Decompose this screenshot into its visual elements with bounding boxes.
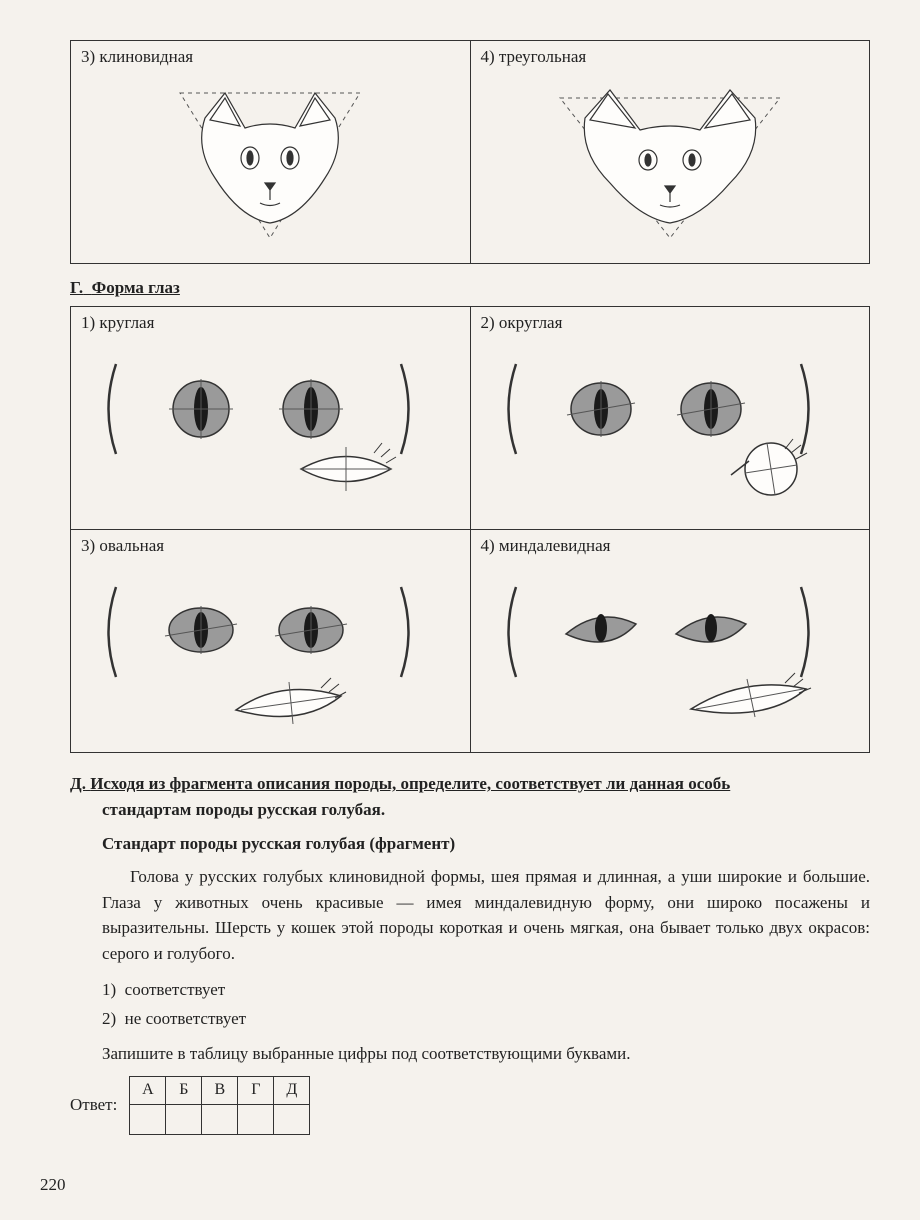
answer-header-a: А	[130, 1076, 166, 1104]
section-d-options: 1) соответствует 2) не соответствует	[102, 976, 870, 1034]
eye-almond-illustration	[481, 562, 860, 742]
eye-cell-2-label: 2) округлая	[481, 313, 860, 333]
eye-cell-2: 2) округлая	[471, 307, 870, 529]
section-d-title: Д. Исходя из фрагмента описания породы, …	[70, 771, 870, 822]
eye-round-illustration	[81, 339, 460, 519]
section-d-instruction: Запишите в таблицу выбранные цифры под с…	[102, 1044, 870, 1064]
answer-header-d: Д	[274, 1076, 310, 1104]
page-number: 220	[40, 1175, 66, 1195]
answer-table: А Б В Г Д	[129, 1076, 310, 1135]
head-cell-3: 3) клиновидная	[71, 41, 471, 263]
head-cell-4-label: 4) треугольная	[481, 47, 860, 67]
head-cell-3-label: 3) клиновидная	[81, 47, 460, 67]
answer-header-b: Б	[166, 1076, 202, 1104]
eye-cell-4-label: 4) миндалевидная	[481, 536, 860, 556]
answer-header-v: В	[202, 1076, 238, 1104]
eye-oval-illustration	[81, 562, 460, 742]
answer-cell[interactable]	[238, 1104, 274, 1134]
eye-cell-1: 1) круглая	[71, 307, 471, 529]
option-2: 2) не соответствует	[102, 1005, 870, 1034]
head-wedge-illustration	[81, 73, 460, 253]
section-g-title: Г. Форма глаз	[70, 278, 870, 298]
section-d-body: Голова у русских голубых клиновидной фор…	[102, 864, 870, 966]
section-d-subtitle: Стандарт породы русская голубая (фрагмен…	[102, 834, 870, 854]
head-shape-row: 3) клиновидная	[70, 40, 870, 264]
eye-cell-4: 4) миндалевидная	[471, 530, 870, 752]
eye-cell-3: 3) овальная	[71, 530, 471, 752]
answer-row: Ответ: А Б В Г Д	[70, 1076, 870, 1135]
answer-cell[interactable]	[202, 1104, 238, 1134]
eye-row-2: 3) овальная	[70, 529, 870, 753]
answer-cell[interactable]	[274, 1104, 310, 1134]
eye-cell-3-label: 3) овальная	[81, 536, 460, 556]
eye-cell-1-label: 1) круглая	[81, 313, 460, 333]
answer-cell[interactable]	[166, 1104, 202, 1134]
head-triangle-illustration	[481, 73, 860, 253]
option-1: 1) соответствует	[102, 976, 870, 1005]
head-cell-4: 4) треугольная	[471, 41, 870, 263]
eye-row-1: 1) круглая	[70, 306, 870, 529]
answer-header-g: Г	[238, 1076, 274, 1104]
eye-roundish-illustration	[481, 339, 860, 519]
answer-cell[interactable]	[130, 1104, 166, 1134]
answer-label: Ответ:	[70, 1095, 117, 1115]
